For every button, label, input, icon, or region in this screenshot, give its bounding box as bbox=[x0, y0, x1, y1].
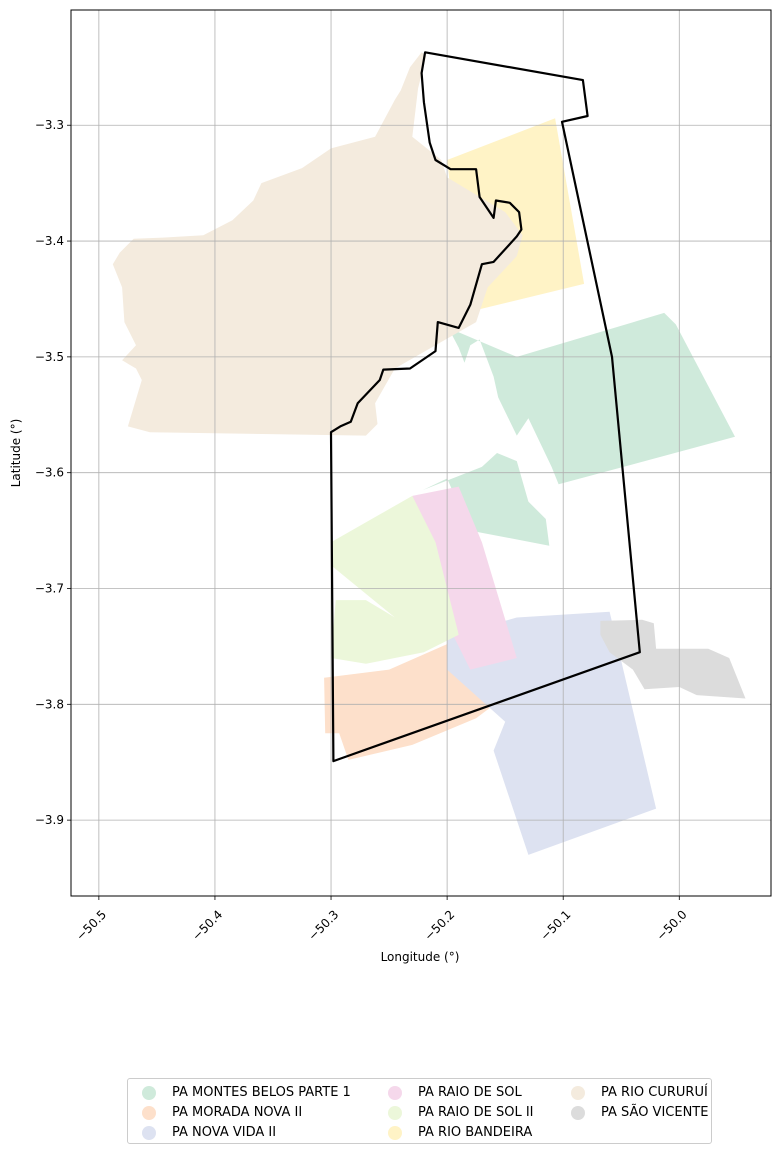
legend-marker-icon bbox=[142, 1086, 156, 1100]
y-tick-label: −3.7 bbox=[35, 582, 64, 596]
y-tick-label: −3.8 bbox=[35, 697, 64, 711]
legend: PA MONTES BELOS PARTE 1 PA MORADA NOVA II… bbox=[127, 1078, 712, 1144]
y-axis-ticks: −3.3 −3.4 −3.5 −3.6 −3.7 −3.8 −3.9 bbox=[35, 118, 71, 827]
plot-frame bbox=[70, 9, 772, 897]
y-axis-label: Latitude (°) bbox=[9, 419, 23, 488]
legend-marker-icon bbox=[388, 1086, 402, 1100]
x-axis-ticks: −50.5 −50.4 −50.3 −50.2 −50.1 −50.0 bbox=[73, 896, 690, 943]
region-pa-s-o-vicente-0 bbox=[600, 619, 746, 699]
legend-label: PA RIO CURURUÍ bbox=[601, 1085, 708, 1100]
x-tick-label: −50.0 bbox=[654, 907, 690, 943]
y-tick-label: −3.5 bbox=[35, 350, 64, 364]
x-axis-label: Longitude (°) bbox=[381, 950, 460, 964]
legend-label: PA SÃO VICENTE bbox=[601, 1105, 709, 1120]
legend-marker-icon bbox=[142, 1106, 156, 1120]
region-pa-raio-de-sol-ii-0 bbox=[331, 495, 459, 664]
legend-label: PA RAIO DE SOL bbox=[418, 1085, 522, 1100]
boundary-outline bbox=[329, 51, 641, 763]
boundary-layer bbox=[329, 51, 641, 763]
legend-marker-icon bbox=[571, 1106, 585, 1120]
legend-marker-icon bbox=[388, 1126, 402, 1140]
x-tick-label: −50.4 bbox=[189, 907, 225, 943]
legend-marker-icon bbox=[388, 1106, 402, 1120]
region-pa-raio-de-sol-0 bbox=[412, 486, 517, 670]
legend-marker-icon bbox=[571, 1086, 585, 1100]
x-tick-label: −50.2 bbox=[422, 907, 458, 943]
legend-label: PA NOVA VIDA II bbox=[172, 1125, 277, 1140]
y-tick-label: −3.4 bbox=[35, 234, 64, 248]
legend-label: PA RIO BANDEIRA bbox=[418, 1125, 533, 1140]
legend-marker-icon bbox=[142, 1126, 156, 1140]
y-tick-label: −3.9 bbox=[35, 813, 64, 827]
region-polygons bbox=[112, 52, 746, 855]
y-tick-label: −3.3 bbox=[35, 118, 64, 132]
legend-label: PA RAIO DE SOL II bbox=[418, 1105, 534, 1120]
x-tick-label: −50.3 bbox=[305, 907, 341, 943]
region-pa-montes-belos-parte-1-1 bbox=[422, 453, 550, 546]
region-pa-montes-belos-parte-1-0 bbox=[448, 312, 735, 485]
x-tick-label: −50.5 bbox=[73, 907, 109, 943]
x-tick-label: −50.1 bbox=[538, 907, 574, 943]
y-tick-label: −3.6 bbox=[35, 466, 64, 480]
region-pa-rio-cururu--0 bbox=[112, 52, 523, 436]
legend-label: PA MONTES BELOS PARTE 1 bbox=[172, 1085, 351, 1100]
region-pa-nova-vida-ii-0 bbox=[447, 611, 657, 855]
legend-label: PA MORADA NOVA II bbox=[172, 1105, 303, 1120]
map-chart: −50.5 −50.4 −50.3 −50.2 −50.1 −50.0 −3.3−3.4−… bbox=[9, 9, 772, 964]
